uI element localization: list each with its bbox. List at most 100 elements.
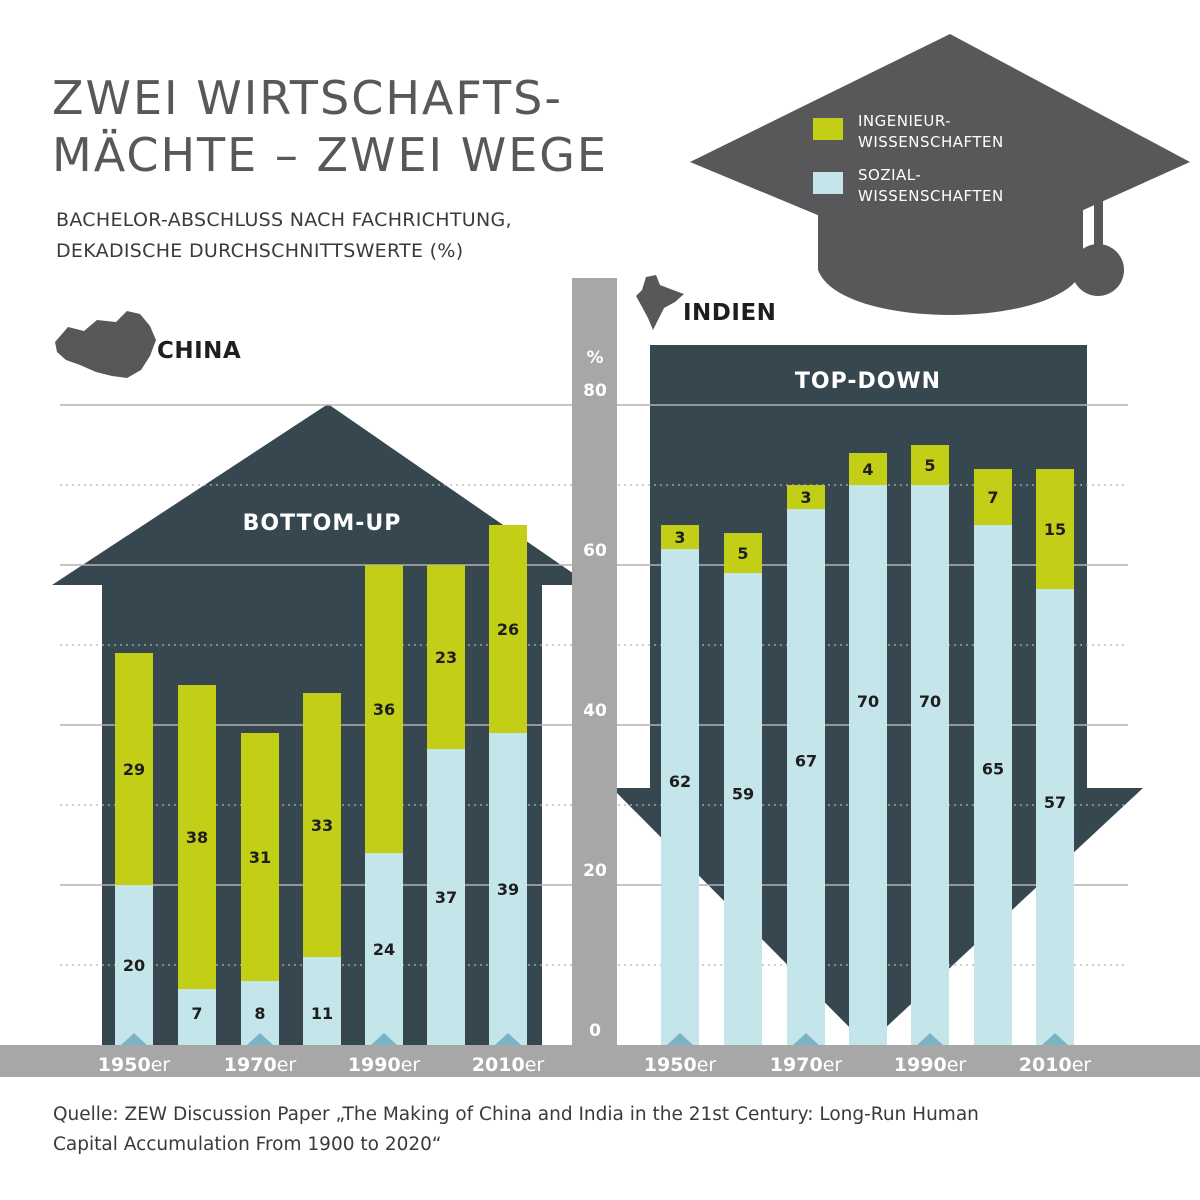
bar-value-social: 24 <box>373 940 395 959</box>
india-label: INDIEN <box>683 300 776 326</box>
bar-value-social: 8 <box>254 1004 265 1023</box>
bar-value-social: 59 <box>732 785 754 804</box>
bar-value-engineering: 7 <box>987 488 998 507</box>
bar-segment-social <box>489 733 527 1045</box>
x-tick-year: 1950 <box>644 1054 697 1076</box>
x-tick-label: 2010er <box>472 1054 545 1076</box>
bottom-up-label: BOTTOM-UP <box>243 511 402 536</box>
legend-social-line2: WISSENSCHAFTEN <box>858 187 1004 205</box>
bar-segment-social <box>661 549 699 1045</box>
bar-segment-engineering <box>787 485 825 509</box>
legend-engineering-line1: INGENIEUR- <box>858 112 951 130</box>
bar-value-engineering: 31 <box>249 848 271 867</box>
source-line-2: Capital Accumulation From 1900 to 2020“ <box>53 1134 442 1155</box>
x-tick-year: 1970 <box>770 1054 823 1076</box>
bar-value-engineering: 3 <box>674 528 685 547</box>
bar-segment-engineering <box>974 469 1012 525</box>
bar-value-social: 57 <box>1044 793 1066 812</box>
bar-value-engineering: 5 <box>737 544 748 563</box>
china-map-icon <box>55 311 156 378</box>
bar-value-engineering: 23 <box>435 648 457 667</box>
bar-base-marker <box>121 1033 147 1045</box>
x-tick-year: 1970 <box>224 1054 277 1076</box>
x-tick-suffix: er <box>401 1054 421 1076</box>
legend-engineering-line2: WISSENSCHAFTEN <box>858 133 1004 151</box>
bar-segment-social <box>911 485 949 1045</box>
china-label: CHINA <box>157 338 241 364</box>
y-tick-label: 40 <box>583 701 607 721</box>
bar-base-marker <box>247 1033 273 1045</box>
y-axis-unit: % <box>586 348 603 368</box>
page-title: ZWEI WIRTSCHAFTS- MÄCHTE – ZWEI WEGE <box>52 70 608 184</box>
x-tick-label: 1990er <box>894 1054 967 1076</box>
x-tick-suffix: er <box>947 1054 967 1076</box>
bar-value-social: 70 <box>857 692 879 711</box>
x-tick-suffix: er <box>697 1054 717 1076</box>
bar-value-engineering: 36 <box>373 700 395 719</box>
bar-value-social: 39 <box>497 880 519 899</box>
bar-segment-engineering <box>724 533 762 573</box>
x-tick-suffix: er <box>151 1054 171 1076</box>
y-tick-label: 0 <box>589 1021 601 1041</box>
bar-segment-social <box>849 485 887 1045</box>
bar-value-engineering: 29 <box>123 760 145 779</box>
graduation-cap-icon <box>690 34 1190 315</box>
bar-segment-engineering <box>241 733 279 981</box>
x-tick-label: 1990er <box>348 1054 421 1076</box>
india-map-icon <box>636 275 684 330</box>
bar-segment-engineering <box>661 525 699 549</box>
bar-segment-engineering <box>178 685 216 989</box>
legend-swatch-social <box>813 172 843 194</box>
bar-segment-social <box>178 989 216 1045</box>
title-line-2: MÄCHTE – ZWEI WEGE <box>52 128 608 182</box>
bar-value-engineering: 33 <box>311 816 333 835</box>
bar-segment-social <box>787 509 825 1045</box>
bar-segment-engineering <box>427 565 465 749</box>
x-tick-year: 1990 <box>894 1054 947 1076</box>
bar-base-marker <box>793 1033 819 1045</box>
source-line-1: Quelle: ZEW Discussion Paper „The Making… <box>53 1104 979 1125</box>
bar-value-engineering: 38 <box>186 828 208 847</box>
bar-value-social: 65 <box>982 760 1004 779</box>
bar-value-social: 67 <box>795 751 817 770</box>
x-tick-suffix: er <box>525 1054 545 1076</box>
title-line-1: ZWEI WIRTSCHAFTS- <box>52 71 563 125</box>
legend-social-line1: SOZIAL- <box>858 166 921 184</box>
x-tick-suffix: er <box>277 1054 297 1076</box>
bar-segment-engineering <box>365 565 403 853</box>
bar-value-engineering: 3 <box>800 488 811 507</box>
y-axis-band <box>572 278 617 1045</box>
bar-segment-social <box>303 957 341 1045</box>
x-tick-suffix: er <box>1072 1054 1092 1076</box>
x-tick-label: 1950er <box>644 1054 717 1076</box>
x-axis-band <box>0 1045 1200 1077</box>
bar-segment-social <box>365 853 403 1045</box>
x-tick-label: 1970er <box>770 1054 843 1076</box>
bar-base-marker <box>495 1033 521 1045</box>
bar-segment-engineering <box>489 525 527 733</box>
legend-swatch-engineering <box>813 118 843 140</box>
x-tick-label: 1950er <box>98 1054 171 1076</box>
bar-segment-engineering <box>115 653 153 885</box>
x-tick-label: 1970er <box>224 1054 297 1076</box>
bar-base-marker <box>667 1033 693 1045</box>
x-tick-year: 1990 <box>348 1054 401 1076</box>
chart-subtitle: BACHELOR-ABSCHLUSS NACH FACHRICHTUNG, DE… <box>56 205 512 267</box>
bar-base-marker <box>371 1033 397 1045</box>
y-tick-label: 20 <box>583 861 607 881</box>
bar-value-engineering: 26 <box>497 620 519 639</box>
bar-value-social: 7 <box>191 1004 202 1023</box>
bar-value-engineering: 4 <box>862 460 873 479</box>
bar-value-social: 20 <box>123 956 145 975</box>
bar-segment-engineering <box>849 453 887 485</box>
y-tick-label: 60 <box>583 541 607 561</box>
bar-value-engineering: 5 <box>924 456 935 475</box>
legend: INGENIEUR- WISSENSCHAFTEN SOZIAL- WISSEN… <box>813 112 1004 205</box>
bar-segment-engineering <box>303 693 341 957</box>
bar-value-social: 11 <box>311 1004 333 1023</box>
x-tick-year: 2010 <box>1019 1054 1072 1076</box>
bar-value-engineering: 15 <box>1044 520 1066 539</box>
bar-segment-social <box>724 573 762 1045</box>
subtitle-line-1: BACHELOR-ABSCHLUSS NACH FACHRICHTUNG, <box>56 209 512 231</box>
